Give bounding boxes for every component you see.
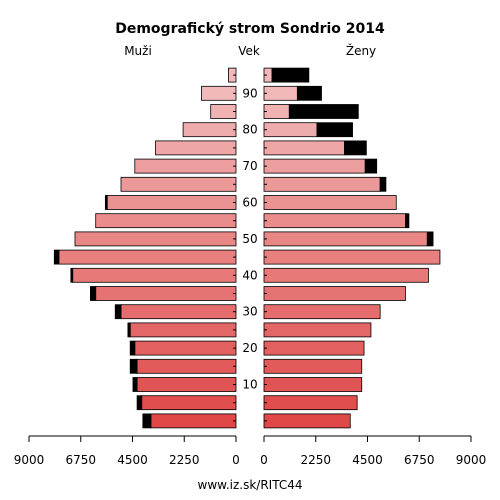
age-tick-label: 80	[242, 123, 257, 137]
x-tick-label: 9000	[14, 453, 45, 467]
female-bar	[263, 195, 397, 210]
male-bar	[95, 213, 237, 229]
female-excess-bar	[344, 140, 367, 156]
female-bar	[263, 176, 381, 192]
male-bar	[106, 195, 237, 210]
male-excess-bar	[70, 267, 74, 283]
female-bar	[263, 231, 428, 247]
male-bar	[182, 122, 237, 138]
male-label: Muži	[124, 44, 152, 58]
male-excess-bar	[129, 340, 136, 356]
x-tick-label: 0	[260, 453, 268, 467]
female-bars	[263, 67, 441, 429]
age-tick-label: 60	[242, 196, 257, 210]
male-excess-bar	[136, 395, 143, 411]
x-tick-label: 6750	[65, 453, 96, 467]
male-x-axis: 9000 6750 4500 2250 0	[14, 435, 240, 467]
male-bar	[134, 158, 237, 174]
male-bar	[58, 249, 237, 265]
female-bar	[263, 249, 441, 265]
age-tick-label: 90	[242, 86, 257, 100]
female-bar	[263, 322, 372, 338]
age-tick-label: 70	[242, 159, 257, 173]
female-bar	[263, 213, 406, 229]
female-x-axis: 0 2250 4500 6750 9000	[260, 435, 487, 467]
x-tick-label: 9000	[456, 453, 487, 467]
male-bar	[120, 176, 237, 192]
male-bar	[120, 304, 237, 320]
female-excess-bar	[405, 213, 410, 229]
female-excess-bar	[379, 176, 387, 192]
x-tick-label: 6750	[404, 453, 435, 467]
male-bar	[95, 286, 237, 301]
female-bar	[263, 158, 366, 174]
age-tick-label: 10	[242, 378, 257, 392]
male-excess-bar	[129, 358, 138, 374]
male-excess-bar	[90, 286, 97, 301]
female-bar	[263, 85, 298, 101]
female-excess-bar	[296, 85, 322, 101]
female-bar	[263, 267, 429, 283]
x-tick-label: 0	[232, 453, 240, 467]
male-bar	[72, 267, 237, 283]
male-excess-bar	[114, 304, 122, 320]
female-bar	[263, 340, 365, 356]
male-bar	[201, 85, 237, 101]
male-bar	[134, 340, 237, 356]
female-excess-bar	[271, 67, 310, 83]
female-bar	[263, 140, 345, 156]
male-bar	[136, 377, 237, 392]
male-excess-bar	[53, 249, 60, 265]
age-tick-label: 30	[242, 305, 257, 319]
male-bar	[150, 413, 237, 429]
female-bar	[263, 286, 406, 301]
male-bars	[53, 67, 237, 429]
female-excess-bar	[426, 231, 434, 247]
female-bar	[263, 358, 363, 374]
female-bar	[263, 122, 318, 138]
male-excess-bar	[104, 195, 108, 210]
female-bar	[263, 104, 290, 119]
female-excess-bar	[316, 122, 353, 138]
male-bar	[136, 358, 237, 374]
male-bar	[210, 104, 237, 119]
age-axis: 10 20 30 40 50 60 70 80 90	[233, 74, 267, 422]
female-excess-bar	[288, 104, 359, 119]
female-bar	[263, 377, 363, 392]
female-bar	[263, 395, 358, 411]
female-label: Ženy	[346, 43, 376, 58]
female-bar	[263, 413, 351, 429]
chart-title: Demografický strom Sondrio 2014	[115, 21, 385, 37]
male-bar	[129, 322, 237, 338]
x-tick-label: 4500	[117, 453, 148, 467]
x-tick-label: 4500	[352, 453, 383, 467]
male-bar	[141, 395, 237, 411]
x-tick-label: 2250	[169, 453, 200, 467]
female-excess-bar	[364, 158, 378, 174]
age-tick-label: 20	[242, 341, 257, 355]
male-excess-bar	[127, 322, 131, 338]
footer-source: www.iz.sk/RITC44	[198, 478, 303, 492]
female-bar	[263, 304, 381, 320]
age-tick-label: 40	[242, 268, 257, 282]
male-excess-bar	[142, 413, 152, 429]
male-bar	[155, 140, 237, 156]
age-axis-label: Vek	[238, 44, 260, 58]
male-bar	[74, 231, 237, 247]
male-excess-bar	[132, 377, 138, 392]
x-tick-label: 2250	[300, 453, 331, 467]
age-tick-label: 50	[242, 232, 257, 246]
